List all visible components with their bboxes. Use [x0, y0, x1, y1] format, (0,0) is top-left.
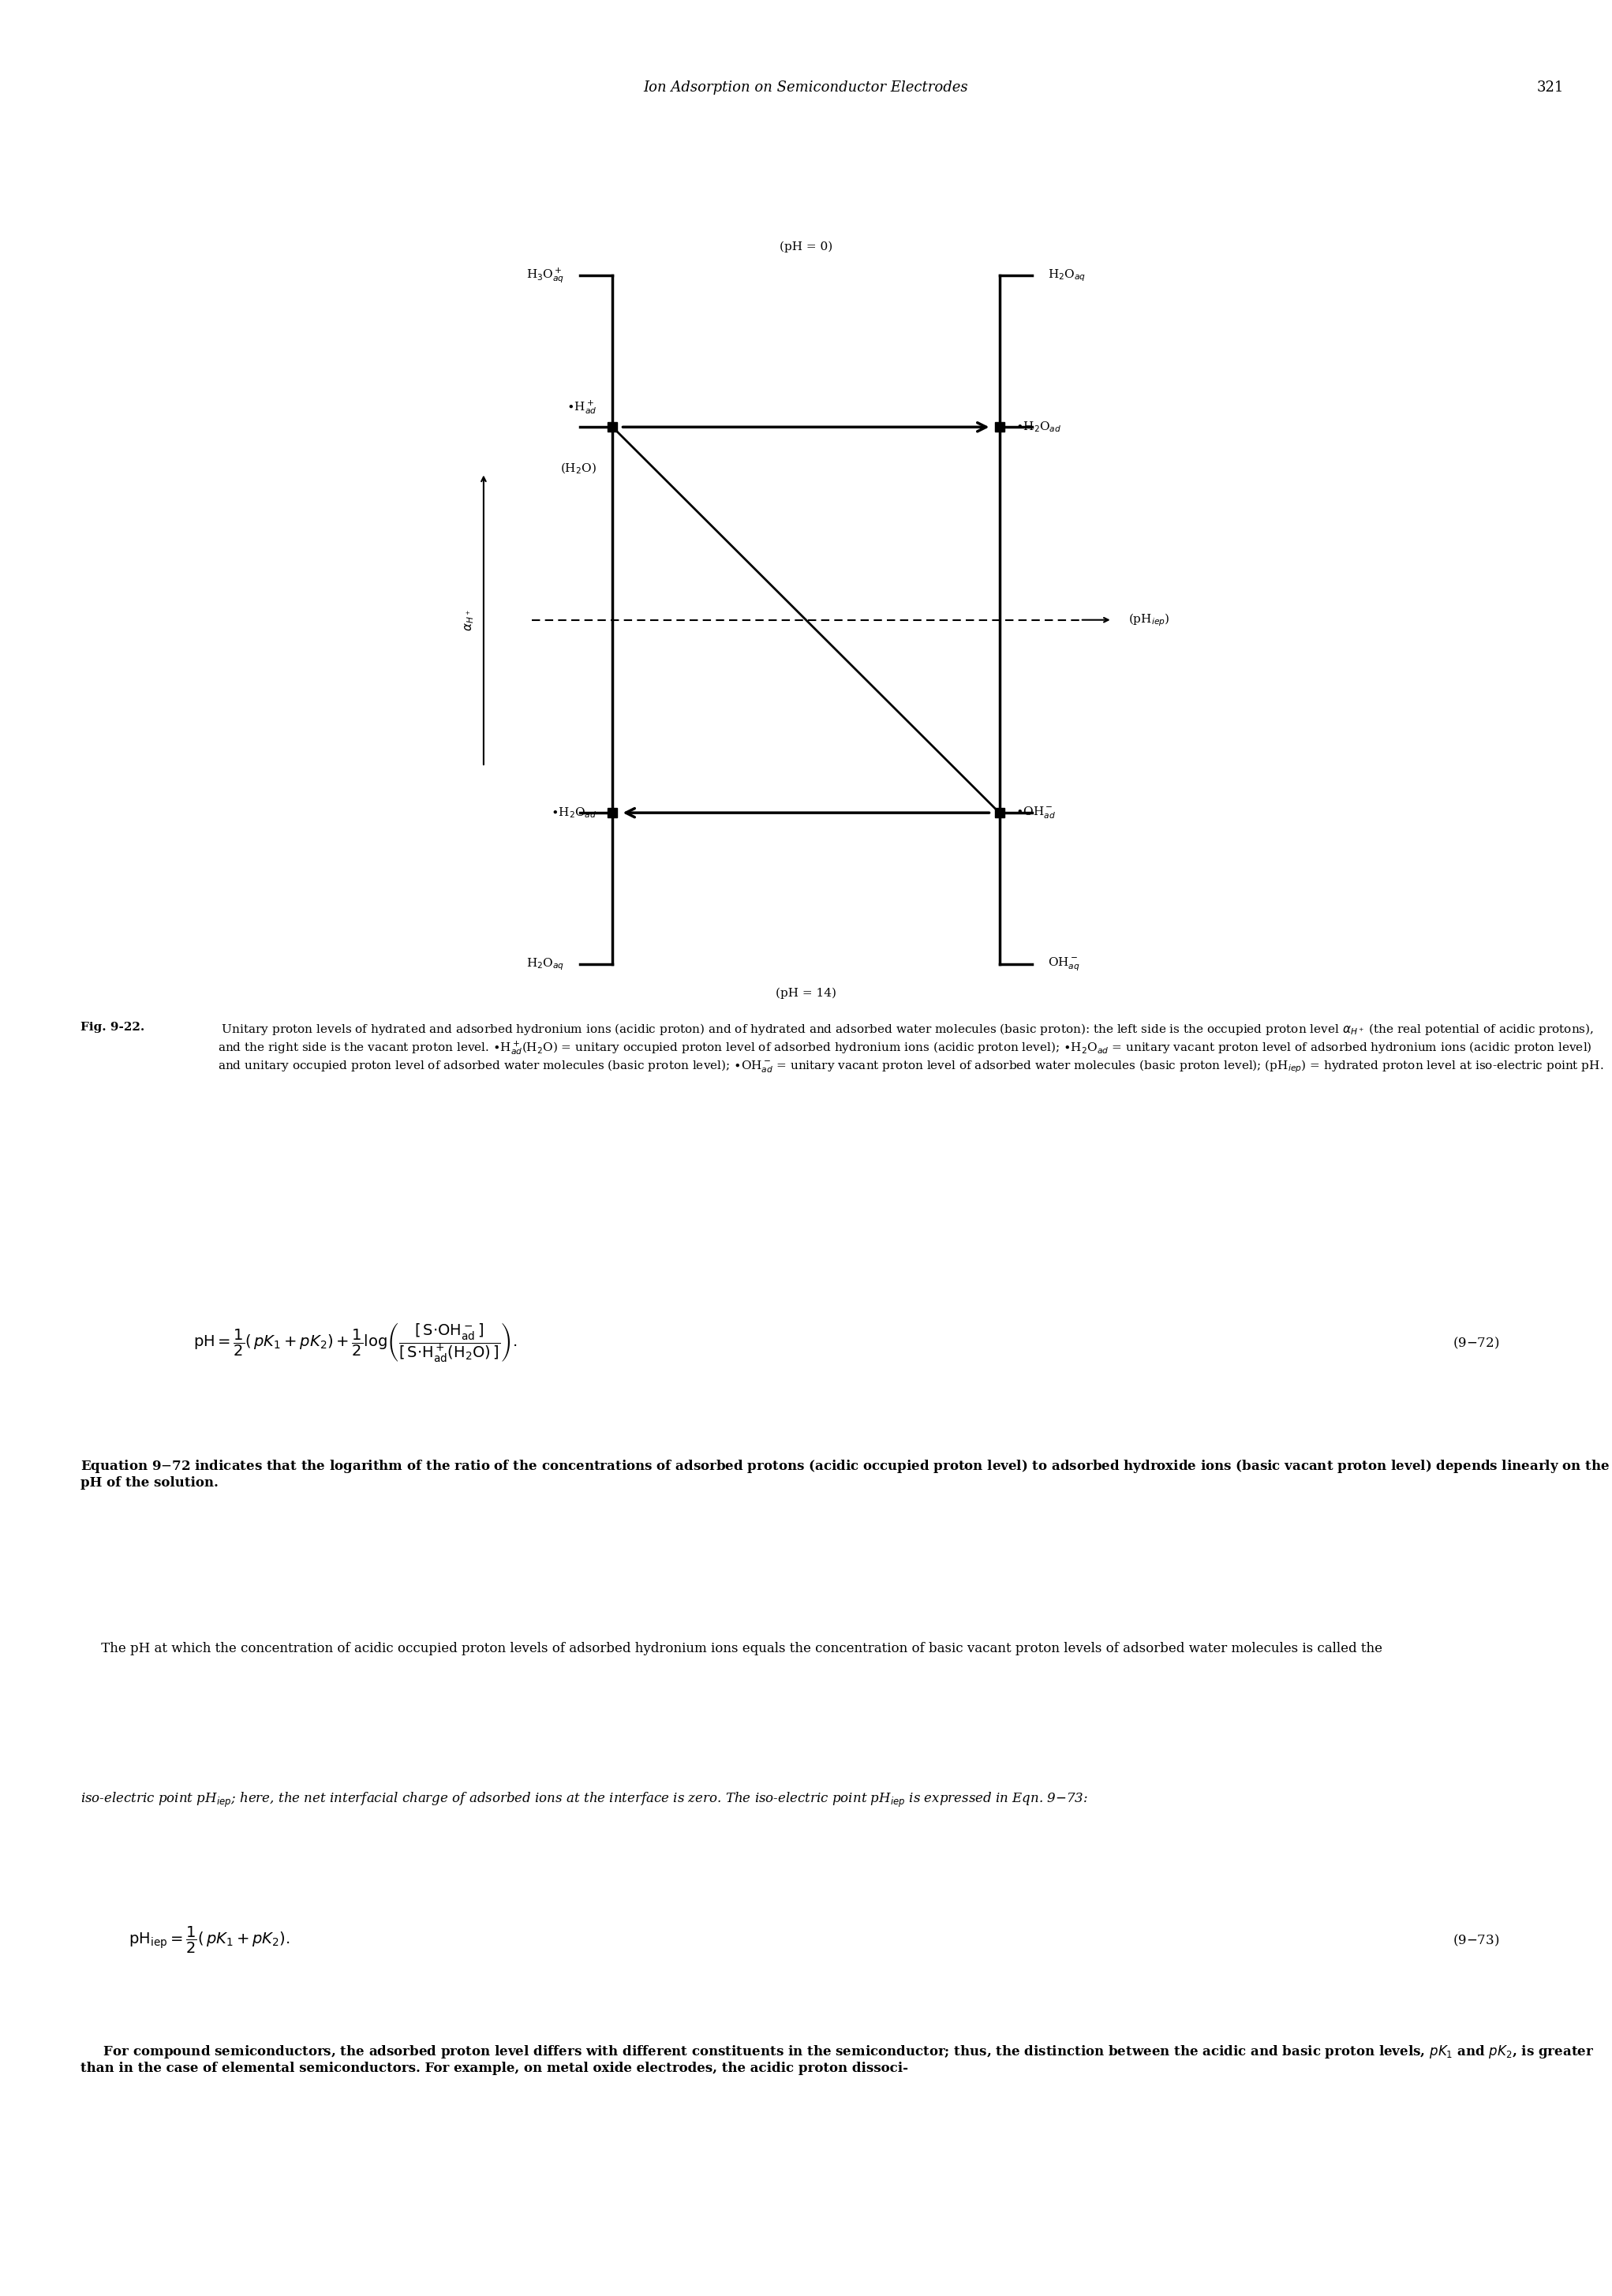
Text: (pH = 0): (pH = 0) [780, 241, 832, 253]
Text: $\bullet$OH$^-_{ad}$: $\bullet$OH$^-_{ad}$ [1016, 806, 1056, 820]
Text: Equation 9$-$72 indicates that the logarithm of the ratio of the concentrations : Equation 9$-$72 indicates that the logar… [81, 1458, 1610, 1490]
Text: $\bullet$H$^+_{ad}$: $\bullet$H$^+_{ad}$ [566, 400, 596, 416]
Text: (H$_2$O): (H$_2$O) [561, 461, 596, 475]
Text: Fig. 9-22.: Fig. 9-22. [81, 1022, 145, 1033]
Text: (9$-$73): (9$-$73) [1452, 1933, 1499, 1947]
Text: H$_3$O$^+_{aq}$: H$_3$O$^+_{aq}$ [526, 266, 564, 285]
Text: $\bullet$H$_2$O$_{ad}$: $\bullet$H$_2$O$_{ad}$ [550, 806, 596, 820]
Text: 321: 321 [1536, 80, 1564, 94]
Text: H$_2$O$_{aq}$: H$_2$O$_{aq}$ [526, 957, 564, 971]
Text: $\mathrm{pH} = \dfrac{1}{2}\left(\,pK_1 + pK_2\right) + \dfrac{1}{2}\log\!\left(: $\mathrm{pH} = \dfrac{1}{2}\left(\,pK_1 … [193, 1322, 517, 1364]
Text: $\alpha_{H^+}$: $\alpha_{H^+}$ [463, 608, 476, 631]
Text: Ion Adsorption on Semiconductor Electrodes: Ion Adsorption on Semiconductor Electrod… [643, 80, 969, 94]
Text: (pH$_{iep}$): (pH$_{iep}$) [1128, 611, 1170, 629]
Text: H$_2$O$_{aq}$: H$_2$O$_{aq}$ [1048, 269, 1086, 282]
Text: (9$-$72): (9$-$72) [1452, 1336, 1499, 1350]
Text: $\bullet$H$_2$O$_{ad}$: $\bullet$H$_2$O$_{ad}$ [1016, 420, 1062, 434]
Text: For compound semiconductors, the adsorbed proton level differs with different co: For compound semiconductors, the adsorbe… [81, 2043, 1594, 2076]
Text: Unitary proton levels of hydrated and adsorbed hydronium ions (acidic proton) an: Unitary proton levels of hydrated and ad… [218, 1022, 1604, 1075]
Text: iso-electric point pH$_{iep}$; here, the net interfacial charge of adsorbed ions: iso-electric point pH$_{iep}$; here, the… [81, 1791, 1088, 1809]
Text: OH$^-_{aq}$: OH$^-_{aq}$ [1048, 955, 1080, 974]
Text: The pH at which the concentration of acidic occupied proton levels of adsorbed h: The pH at which the concentration of aci… [81, 1642, 1386, 1655]
Text: $\mathrm{pH_{iep}} = \dfrac{1}{2}\left(\,pK_1 + pK_2\right).$: $\mathrm{pH_{iep}} = \dfrac{1}{2}\left(\… [129, 1924, 290, 1956]
Text: (pH = 14): (pH = 14) [775, 987, 837, 999]
